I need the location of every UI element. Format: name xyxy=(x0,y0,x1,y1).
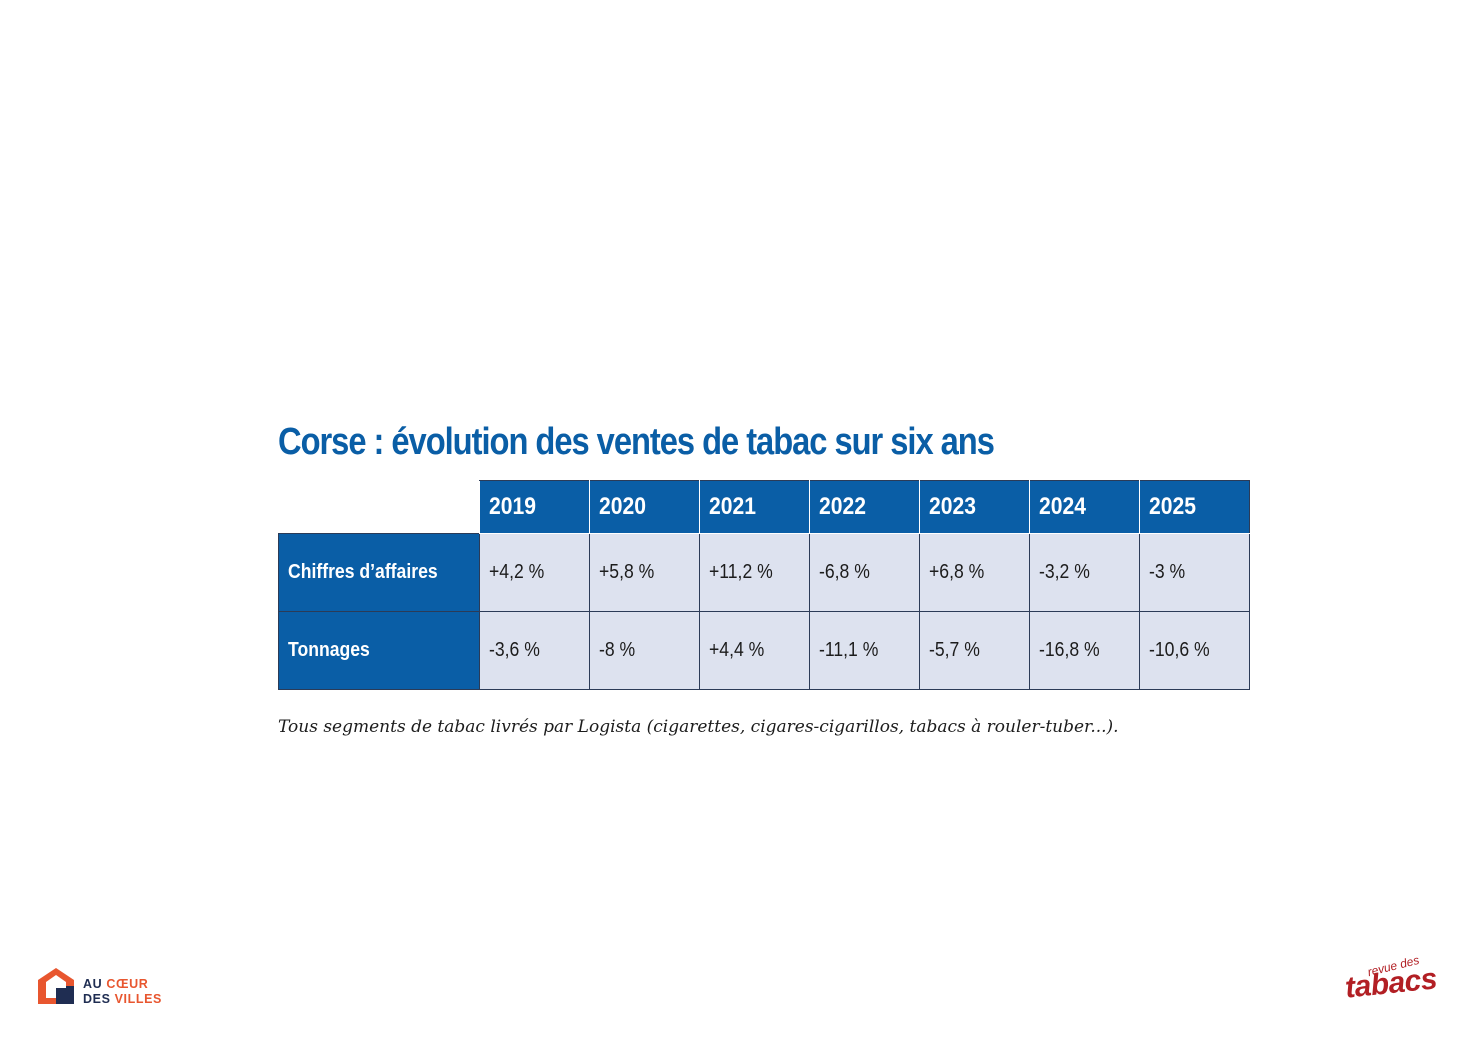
year-header: 2020 xyxy=(588,480,700,534)
revue-des-tabacs-logo: revue des tabacs xyxy=(1340,953,1438,1010)
year-header: 2023 xyxy=(918,480,1030,534)
table-cell: +11,2 % xyxy=(698,533,810,612)
table-row-tonnages: Tonnages -3,6 % -8 % +4,4 % -11,1 % -5,7… xyxy=(278,611,1250,690)
table-cell: -3,2 % xyxy=(1028,533,1140,612)
table-header-row: 2019 2020 2021 2022 2023 2024 2025 xyxy=(278,480,1250,534)
page-title: Corse : évolution des ventes de tabac su… xyxy=(278,421,995,463)
table-corner-cell xyxy=(278,480,479,534)
year-header: 2021 xyxy=(698,480,810,534)
table-cell: -8 % xyxy=(588,611,700,690)
table-cell: +6,8 % xyxy=(918,533,1030,612)
table-cell: -10,6 % xyxy=(1138,611,1250,690)
table-cell: -6,8 % xyxy=(808,533,920,612)
row-header: Chiffres d’affaires xyxy=(278,533,480,612)
table-cell: -16,8 % xyxy=(1028,611,1140,690)
table-cell: -11,1 % xyxy=(808,611,920,690)
table-footnote: Tous segments de tabac livrés par Logist… xyxy=(278,717,1119,737)
table-cell: +4,2 % xyxy=(478,533,590,612)
house-logo-icon xyxy=(38,968,74,1004)
table-row-chiffres-affaires: Chiffres d’affaires +4,2 % +5,8 % +11,2 … xyxy=(278,533,1250,612)
logo-line-1: AU CŒUR xyxy=(83,977,149,991)
table-cell: -3 % xyxy=(1138,533,1250,612)
table-cell: -3,6 % xyxy=(478,611,590,690)
logo-line-2: DES VILLES xyxy=(83,992,162,1006)
table-cell: +5,8 % xyxy=(588,533,700,612)
table-cell: -5,7 % xyxy=(918,611,1030,690)
year-header: 2022 xyxy=(808,480,920,534)
table-cell: +4,4 % xyxy=(698,611,810,690)
logo-big-text: tabacs xyxy=(1343,962,1439,1005)
year-header: 2024 xyxy=(1028,480,1140,534)
year-header: 2019 xyxy=(478,480,590,534)
row-header: Tonnages xyxy=(278,611,480,690)
sales-table: 2019 2020 2021 2022 2023 2024 2025 Chiff… xyxy=(278,480,1250,690)
year-header: 2025 xyxy=(1138,480,1250,534)
